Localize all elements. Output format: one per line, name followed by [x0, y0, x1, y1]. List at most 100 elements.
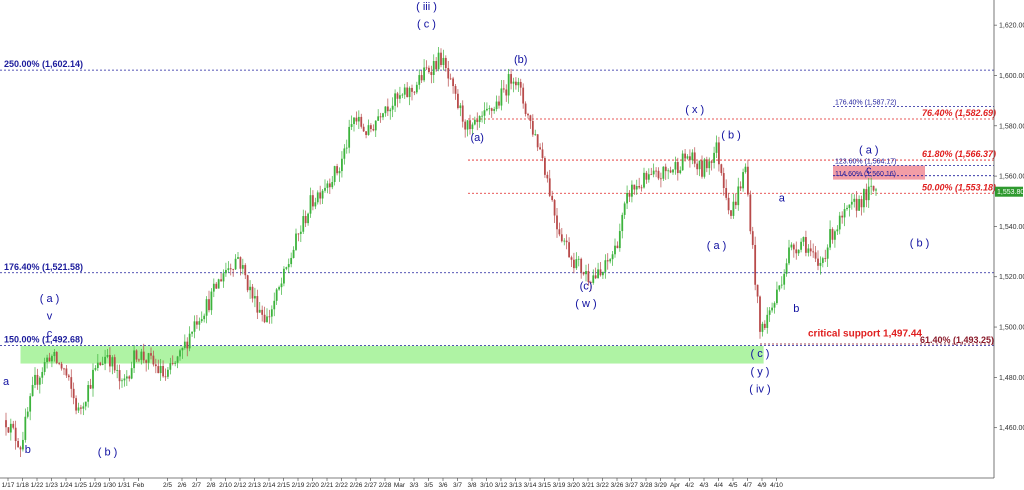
candle-body: [553, 200, 556, 216]
x-tick-label: 2/19: [292, 482, 305, 489]
x-tick-label: 2/5: [163, 482, 172, 489]
level-label: 76.40% (1,582.69): [922, 108, 996, 118]
candle-body: [159, 365, 162, 374]
candle-body: [515, 81, 517, 86]
candle-body: [171, 363, 174, 364]
candle-body: [556, 215, 558, 230]
x-tick-label: 1/24: [60, 482, 73, 489]
x-tick-label: 3/3: [409, 482, 418, 489]
x-tick-label: 3/14: [524, 482, 537, 489]
candle-body: [43, 362, 46, 372]
candle-body: [428, 67, 430, 73]
x-tick-label: 3/21: [582, 482, 595, 489]
x-tick-label: 1/17: [2, 482, 15, 489]
candle-body: [220, 279, 222, 282]
candle-body: [261, 309, 264, 315]
candle-body: [442, 57, 445, 65]
y-tick-label: 1,460.00: [999, 425, 1024, 432]
current-price-label: 1,553.80: [997, 189, 1024, 196]
candle-body: [684, 153, 686, 159]
wave-label: (b): [514, 54, 527, 66]
candle-body: [493, 109, 496, 111]
x-tick-label: 1/22: [31, 482, 44, 489]
candle-body: [326, 183, 329, 188]
level-label: 61.40% (1,493.25): [920, 335, 994, 345]
candle-body: [5, 420, 7, 428]
candle-body: [466, 120, 469, 130]
candle-body: [145, 360, 148, 363]
candle-body: [836, 229, 839, 232]
candle-body: [343, 148, 346, 159]
x-tick-label: 2/28: [379, 482, 392, 489]
candle-body: [863, 189, 865, 208]
x-tick-label: Apr: [670, 482, 681, 489]
candle-body: [872, 185, 875, 191]
candle-body: [133, 350, 135, 369]
candle-body: [193, 321, 196, 332]
candle-body: [34, 374, 36, 385]
candle-body: [797, 249, 800, 254]
wave-label: ( iii ): [416, 1, 437, 13]
candle-body: [256, 296, 259, 313]
candle-body: [522, 87, 525, 104]
candle-body: [96, 362, 99, 369]
candle-body: [664, 166, 667, 172]
candle-body: [150, 353, 152, 356]
x-tick-label: 3/22: [596, 482, 609, 489]
candle-body: [444, 57, 447, 69]
candle-body: [179, 350, 181, 357]
x-tick-label: 2/21: [321, 482, 334, 489]
candle-body: [855, 198, 858, 211]
x-tick-label: 4/5: [728, 482, 737, 489]
x-tick-label: 4/10: [770, 482, 783, 489]
candle-body: [486, 108, 488, 111]
candle-body: [759, 296, 761, 332]
candle-body: [280, 283, 283, 288]
candle-body: [652, 170, 655, 175]
candle-body: [29, 396, 32, 412]
candle-body: [80, 407, 82, 409]
candle-body: [621, 214, 624, 232]
candle-body: [295, 233, 297, 250]
candle-body: [101, 363, 104, 365]
candle-body: [848, 204, 851, 208]
candle-body: [585, 271, 587, 275]
wave-label: (a): [471, 132, 484, 144]
candle-body: [24, 416, 27, 440]
candle-body: [331, 181, 334, 188]
candle-body: [418, 75, 421, 85]
x-tick-label: 1/29: [89, 482, 102, 489]
candle-body: [360, 116, 363, 127]
x-tick-label: 2/14: [263, 482, 276, 489]
candle-body: [258, 309, 261, 313]
candle-body: [795, 249, 798, 254]
wave-label: ( x ): [685, 104, 704, 116]
candle-body: [655, 170, 657, 172]
candle-body: [283, 268, 285, 284]
x-tick-label: Feb: [133, 482, 145, 489]
y-tick-label: 1,560.00: [999, 174, 1024, 181]
candle-body: [53, 351, 56, 357]
candle-body: [841, 215, 844, 218]
x-tick-label: 4/9: [757, 482, 766, 489]
candle-body: [345, 147, 348, 149]
candle-body: [734, 201, 737, 206]
candle-body: [476, 119, 479, 123]
wave-label: ( w ): [575, 298, 596, 310]
candle-body: [611, 254, 614, 260]
candle-body: [341, 158, 343, 172]
candle-body: [457, 93, 459, 109]
candle-body: [597, 269, 599, 279]
candle-body: [212, 283, 215, 292]
candle-body: [705, 159, 708, 169]
x-tick-label: 3/10: [480, 482, 493, 489]
candle-body: [512, 81, 515, 84]
candle-body: [403, 87, 406, 95]
candle-body: [41, 371, 44, 378]
candle-body: [551, 195, 554, 201]
candle-body: [188, 333, 191, 349]
candle-body: [817, 258, 819, 266]
candle-body: [589, 282, 592, 283]
candle-body: [432, 61, 435, 75]
candle-body: [500, 88, 503, 106]
